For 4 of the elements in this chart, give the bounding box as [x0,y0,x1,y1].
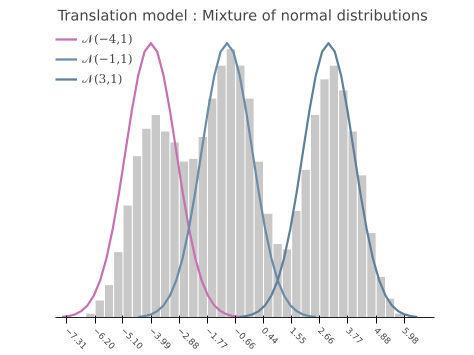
legend-label: 𝒩(3,1) [82,72,122,86]
legend-label: 𝒩(−4,1) [82,32,133,46]
chart-title: Translation model : Mixture of normal distributions [56,8,428,24]
legend-label: 𝒩(−1,1) [82,52,133,66]
